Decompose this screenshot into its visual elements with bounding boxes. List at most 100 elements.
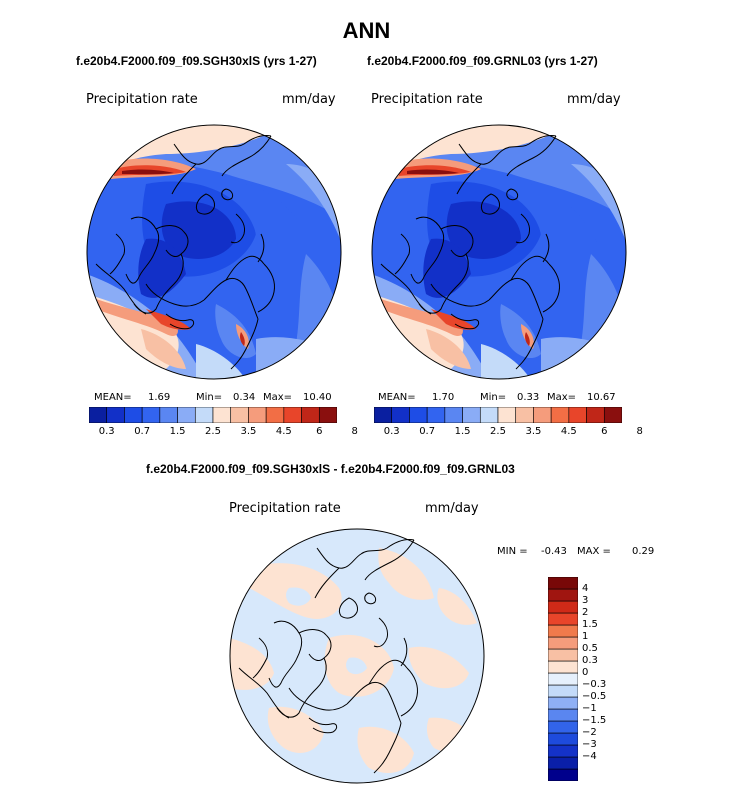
difference-colorbar-swatch: [548, 577, 578, 590]
difference-colorbar-swatch: [548, 636, 578, 650]
right-colorbar-tick-label: 6: [601, 426, 608, 437]
difference-colorbar-swatch: [548, 600, 578, 614]
difference-colorbar-tick-label: 0: [582, 667, 589, 678]
difference-colorbar-swatch: [548, 624, 578, 638]
left-colorbar-tick-label: 6: [316, 426, 323, 437]
left-colorbar: [89, 407, 337, 423]
difference-colorbar-tick-label: 4: [582, 583, 589, 594]
main-title: ANN: [342, 18, 391, 43]
diff-min-label: MIN =: [497, 546, 528, 557]
right-colorbar-tick-label: 4.5: [560, 426, 577, 437]
difference-colorbar-swatch: [548, 612, 578, 626]
difference-colorbar-tick-label: 1: [582, 631, 589, 642]
left-field-label: Precipitation rate: [86, 92, 198, 107]
right-colorbar-swatch: [479, 407, 499, 423]
left-colorbar-swatch: [177, 407, 196, 423]
difference-colorbar-tick-label: −0.3: [582, 679, 607, 690]
left-colorbar-tick-label: 8: [351, 426, 358, 437]
left-colorbar-tick-label: 3.5: [240, 426, 257, 437]
left-min-value: 0.34: [233, 392, 256, 403]
left-max-label: Max=: [263, 392, 293, 403]
right-max-value: 10.67: [587, 392, 616, 403]
left-colorbar-swatch: [89, 407, 108, 423]
difference-colorbar-swatch: [548, 648, 578, 662]
left-colorbar-swatch: [301, 407, 320, 423]
diff-field-label: Precipitation rate: [229, 501, 341, 516]
right-colorbar-tick-label: 1.5: [454, 426, 471, 437]
right-colorbar-swatch: [568, 407, 587, 423]
right-colorbar-labels: 0.3 0.7 1.5 2.5 3.5 4.5 6 8: [374, 426, 643, 440]
left-colorbar-swatch: [230, 407, 249, 423]
right-colorbar-swatch: [515, 407, 534, 423]
right-max-label: Max=: [547, 392, 577, 403]
left-colorbar-swatch: [283, 407, 302, 423]
left-colorbar-tick-label: 0.3: [98, 426, 115, 437]
difference-colorbar-swatch: [548, 768, 578, 781]
difference-colorbar-tick-label: −0.5: [582, 691, 607, 702]
right-colorbar-swatch: [426, 407, 446, 423]
left-colorbar-tick-label: 4.5: [275, 426, 292, 437]
right-field-label: Precipitation rate: [371, 92, 483, 107]
difference-colorbar-swatch: [548, 708, 578, 722]
difference-colorbar: [548, 577, 578, 781]
left-colorbar-swatch: [106, 407, 125, 423]
right-colorbar-swatch: [550, 407, 570, 423]
difference-colorbar-tick-label: −3: [582, 739, 597, 750]
left-colorbar-tick-label: 2.5: [205, 426, 221, 437]
left-colorbar-tick-label: 1.5: [169, 426, 186, 437]
left-case-title: f.e20b4.F2000.f09_f09.SGH30xlS (yrs 1-27…: [76, 54, 317, 68]
right-colorbar: [374, 407, 622, 423]
difference-colorbar-swatch: [548, 588, 578, 602]
difference-colorbar-tick-label: −1.5: [582, 715, 607, 726]
difference-colorbar-tick-label: 0.5: [582, 643, 598, 654]
right-colorbar-swatch: [444, 407, 463, 423]
left-polar-map: [86, 124, 342, 380]
right-colorbar-tick-label: 3.5: [525, 426, 542, 437]
difference-colorbar-swatch: [548, 756, 578, 770]
diff-units-label: mm/day: [425, 501, 479, 516]
left-max-value: 10.40: [303, 392, 332, 403]
right-colorbar-swatch: [409, 407, 428, 423]
left-colorbar-swatch: [194, 407, 214, 423]
left-colorbar-swatch: [248, 407, 267, 423]
right-colorbar-tick-label: 0.7: [419, 426, 436, 437]
difference-colorbar-labels: 4 3 2 1.5 1 0.5 0.3 0 −0.3 −0.5 −1 −1.5 −2 −3 −4: [582, 577, 622, 781]
left-colorbar-swatch: [212, 407, 232, 423]
right-case-title: f.e20b4.F2000.f09_f09.GRNL03 (yrs 1-27): [367, 54, 598, 68]
difference-colorbar-swatch: [548, 696, 578, 710]
left-mean-label: MEAN=: [94, 392, 132, 403]
right-min-value: 0.33: [517, 392, 540, 403]
left-mean-value: 1.69: [148, 392, 171, 403]
left-colorbar-tick-label: 0.7: [134, 426, 151, 437]
right-colorbar-swatch: [391, 407, 410, 423]
left-colorbar-swatch: [124, 407, 143, 423]
right-polar-map: [371, 124, 627, 380]
right-colorbar-swatch: [586, 407, 605, 423]
diff-max-label: MAX =: [577, 546, 611, 557]
right-units-label: mm/day: [567, 92, 621, 107]
right-colorbar-swatch: [533, 407, 552, 423]
right-colorbar-swatch: [462, 407, 481, 423]
difference-colorbar-swatch: [548, 732, 578, 746]
difference-colorbar-tick-label: −4: [582, 751, 597, 762]
difference-colorbar-tick-label: 3: [582, 595, 589, 606]
right-colorbar-swatch: [603, 407, 622, 423]
left-colorbar-swatch: [265, 407, 285, 423]
difference-title: f.e20b4.F2000.f09_f09.SGH30xlS - f.e20b4…: [146, 462, 515, 476]
difference-colorbar-swatch: [548, 684, 578, 698]
right-min-label: Min=: [480, 392, 507, 403]
left-colorbar-swatch: [159, 407, 178, 423]
left-min-label: Min=: [196, 392, 223, 403]
right-colorbar-tick-label: 8: [636, 426, 643, 437]
difference-colorbar-tick-label: 0.3: [582, 655, 598, 666]
difference-polar-map: [229, 528, 485, 784]
left-colorbar-swatch: [318, 407, 337, 423]
right-mean-label: MEAN=: [378, 392, 416, 403]
difference-colorbar-tick-label: −1: [582, 703, 597, 714]
left-colorbar-labels: 0.3 0.7 1.5 2.5 3.5 4.5 6 8: [89, 426, 358, 440]
difference-colorbar-tick-label: 1.5: [582, 619, 598, 630]
right-colorbar-swatch: [374, 407, 393, 423]
diff-max-value: 0.29: [632, 546, 655, 557]
left-colorbar-swatch: [141, 407, 161, 423]
right-colorbar-swatch: [497, 407, 517, 423]
